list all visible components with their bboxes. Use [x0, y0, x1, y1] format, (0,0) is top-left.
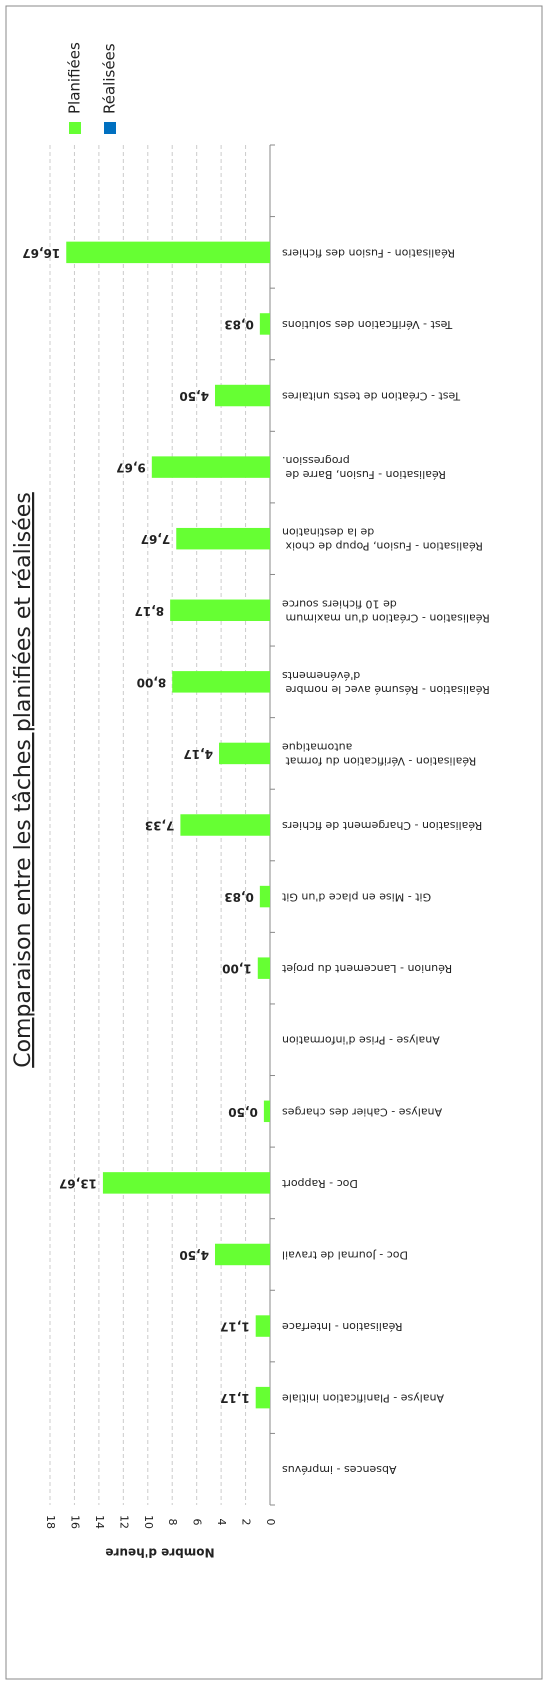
bar — [257, 957, 270, 979]
bar — [255, 1315, 270, 1337]
category-label: Réalisation - Fusion des fichiers — [282, 246, 455, 259]
bar — [255, 1386, 270, 1409]
bar — [170, 599, 270, 621]
value-label: 7,67 — [141, 532, 171, 546]
y-tick-label: 4 — [215, 1519, 228, 1526]
y-tick-label: 8 — [166, 1519, 179, 1526]
legend-swatch — [69, 122, 81, 134]
bar — [66, 241, 270, 264]
y-tick-label: 6 — [191, 1519, 204, 1526]
bar — [263, 1100, 270, 1123]
y-tick-label: 14 — [93, 1515, 106, 1529]
y-tick-label: 2 — [240, 1519, 253, 1526]
chart-title: Comparaison entre les tâches planifiées … — [11, 492, 36, 1068]
value-label: 4,17 — [183, 747, 213, 761]
y-tick-label: 12 — [117, 1515, 130, 1529]
value-label: 4,50 — [179, 1248, 209, 1262]
value-label: 1,17 — [220, 1391, 250, 1405]
y-tick-label: 18 — [44, 1515, 57, 1529]
category-label: Analyse - Prise d'information — [282, 1034, 440, 1047]
category-label: Doc - Journal de travail — [282, 1248, 408, 1261]
value-label: 16,67 — [22, 246, 60, 260]
bar — [151, 456, 270, 478]
value-label: 13,67 — [59, 1176, 97, 1190]
value-label: 0,50 — [228, 1105, 258, 1119]
category-label: Analyse - Cahier des charges — [282, 1105, 442, 1118]
axis-title: Nombre d'heure — [105, 1546, 214, 1560]
bar — [259, 313, 270, 335]
y-tick-label: 10 — [142, 1515, 155, 1529]
category-label: Réalisation - Vérification du format aut… — [282, 740, 476, 767]
y-tick-label: 0 — [264, 1519, 277, 1526]
category-label: Réalisation - Chargement de fichiers — [282, 819, 483, 832]
bar — [219, 742, 270, 765]
value-label: 1,17 — [220, 1320, 250, 1334]
value-label: 7,33 — [145, 819, 175, 833]
legend-swatch — [104, 122, 116, 134]
value-label: 8,17 — [135, 604, 165, 618]
bar — [215, 1243, 270, 1266]
bar — [176, 527, 270, 550]
category-label: Analyse - Planification initiale — [282, 1392, 444, 1405]
bar — [102, 1172, 270, 1194]
value-label: 9,67 — [116, 461, 146, 475]
value-label: 8,00 — [137, 675, 167, 689]
category-label: Réalisation - Fusion, Popup de choix de … — [282, 526, 483, 553]
bar — [259, 885, 270, 908]
category-label: Réalisation - Interface — [282, 1320, 403, 1333]
value-label: 4,50 — [179, 389, 209, 403]
category-label: Réalisation - Fusion, Barre de progressi… — [282, 454, 446, 481]
chart-border — [5, 5, 543, 1680]
value-label: 0,83 — [224, 890, 254, 904]
category-label: Réunion - Lancement du projet — [281, 962, 452, 975]
category-label: Git - Mise en place d'un Git — [281, 891, 431, 904]
legend-label: Réalisées — [101, 43, 119, 114]
category-label: Réalisation - Création d'un maximum de 1… — [282, 597, 490, 624]
bar — [172, 671, 270, 693]
bar — [215, 384, 270, 407]
category-label: Doc - Rapport — [281, 1177, 358, 1190]
bar — [180, 814, 270, 836]
y-tick-label: 16 — [68, 1515, 81, 1529]
value-label: 1,00 — [222, 962, 252, 976]
category-label: Absences - imprévus — [282, 1463, 397, 1476]
category-label: Réalisation - Résumé avec le nombre d'év… — [282, 669, 490, 696]
legend-label: Planifiées — [66, 42, 84, 114]
category-label: Test - Création de tests unitaires — [282, 390, 461, 403]
category-label: Test - Vérification des solutions — [282, 318, 453, 331]
value-label: 0,83 — [224, 317, 254, 331]
